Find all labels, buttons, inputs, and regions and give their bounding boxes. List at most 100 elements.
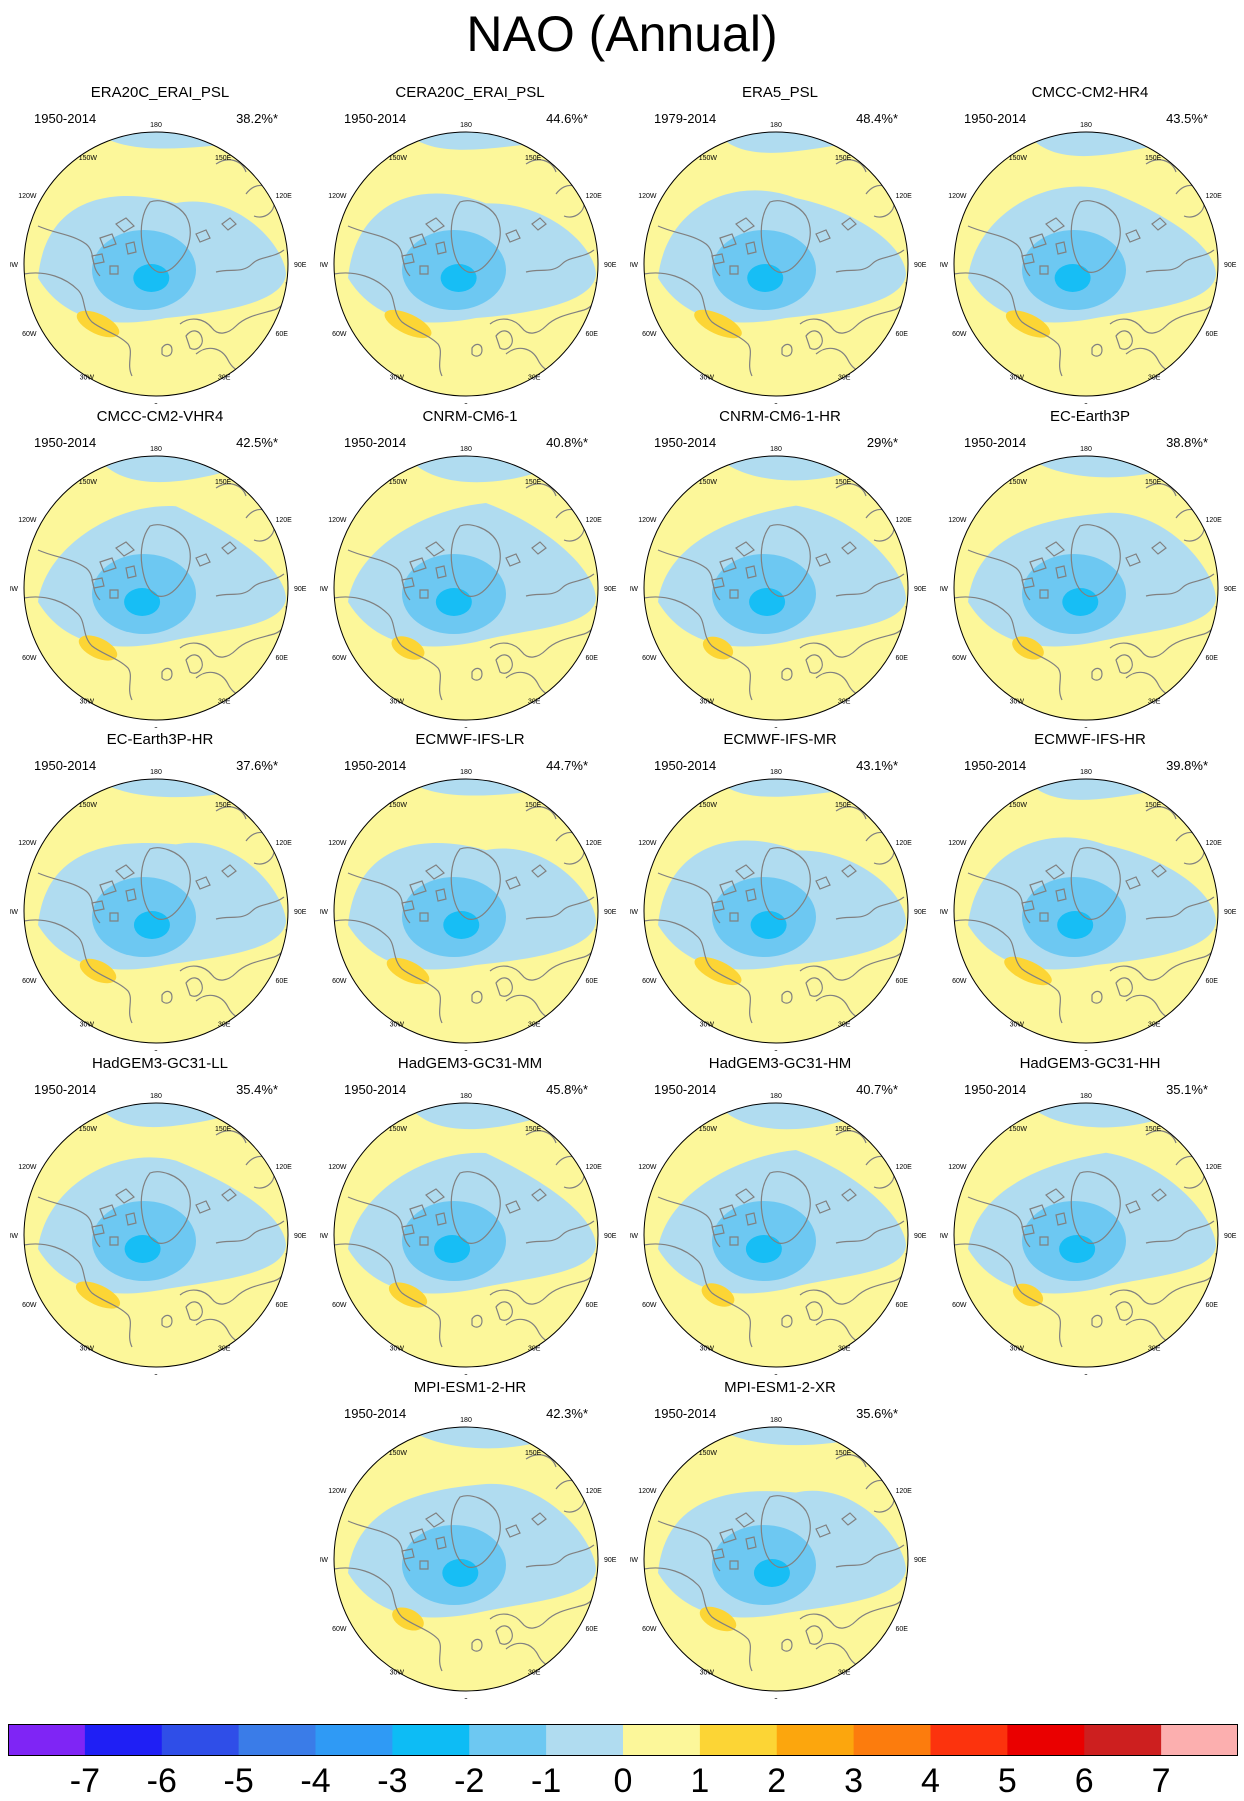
longitude-label: 60E	[276, 978, 289, 985]
longitude-label: 90W	[320, 909, 328, 916]
longitude-label: 150E	[215, 479, 232, 486]
longitude-label: 30W	[700, 1021, 715, 1028]
longitude-label: 0	[154, 1374, 158, 1375]
colorbar-tick-label: 7	[1151, 1762, 1171, 1800]
longitude-label: 150E	[1145, 1126, 1162, 1133]
longitude-label: 30W	[80, 698, 95, 705]
map-field	[954, 1103, 1218, 1367]
longitude-label: 60W	[332, 655, 347, 662]
panel-title: CNRM-CM6-1-HR	[719, 408, 841, 425]
longitude-label: 120W	[638, 1488, 657, 1495]
field-center-negative	[747, 264, 784, 292]
longitude-label: 150E	[1145, 479, 1162, 486]
longitude-label: 150W	[1009, 802, 1028, 809]
longitude-label: 90W	[630, 262, 638, 269]
longitude-label: 180	[150, 769, 162, 776]
map-boundary	[333, 455, 599, 721]
map-panel: 180 0 150E 150W 120E 120W 90E 90W 60E 60W 30E 30W MP…	[630, 1379, 930, 1699]
longitude-label: 90E	[604, 586, 617, 593]
polar-map: 180 0 150E 150W 120E 120W 90E 90W 60E 60W 30E 30W	[630, 1093, 927, 1375]
longitude-label: 90W	[320, 1557, 328, 1564]
longitude-label: 30W	[700, 374, 715, 381]
longitude-label: 120E	[896, 1488, 913, 1495]
longitude-label: 150E	[525, 479, 542, 486]
longitude-label: 0	[464, 1698, 468, 1699]
colorbar-labels: -7 -6 -5 -4 -3 -2 -1 0 1 2 3 4 5 6 7	[0, 1762, 1244, 1800]
longitude-label: 150E	[835, 802, 852, 809]
longitude-label: 0	[774, 1374, 778, 1375]
longitude-label: 120E	[276, 1164, 293, 1171]
longitude-label: 120E	[276, 517, 293, 524]
map-field	[644, 1427, 908, 1691]
longitude-label: 60W	[642, 978, 657, 985]
field-center-negative	[750, 911, 787, 939]
longitude-label: 60E	[586, 655, 599, 662]
longitude-label: 150E	[1145, 155, 1162, 162]
field-center-negative	[745, 1235, 782, 1263]
longitude-label: 120W	[948, 193, 967, 200]
panel-explained-variance: 44.6%*	[546, 111, 588, 126]
field-center-negative	[133, 264, 170, 292]
longitude-label: 30W	[390, 1021, 405, 1028]
longitude-label: 120E	[1206, 840, 1223, 847]
longitude-label: 30E	[1148, 374, 1161, 381]
longitude-label: 30E	[528, 1021, 541, 1028]
longitude-label: 120E	[586, 1488, 603, 1495]
longitude-label: 30W	[390, 698, 405, 705]
polar-map: 180 0 150E 150W 120E 120W 90E 90W 60E 60W 30E 30W	[10, 122, 307, 404]
map-field	[24, 779, 288, 1043]
field-center-negative	[124, 1235, 161, 1263]
longitude-label: 0	[1084, 1374, 1088, 1375]
longitude-label: 150E	[215, 802, 232, 809]
longitude-label: 90E	[914, 262, 927, 269]
colorbar-tick-label: 3	[844, 1762, 864, 1800]
coastlines	[954, 483, 1218, 701]
longitude-label: 0	[154, 1050, 158, 1051]
colorbar-swatch	[84, 1724, 163, 1756]
panel-explained-variance: 39.8%*	[1166, 758, 1208, 773]
longitude-label: 60E	[276, 655, 289, 662]
field-center-negative	[749, 588, 786, 616]
longitude-label: 0	[774, 1698, 778, 1699]
panel-period: 1950-2014	[964, 435, 1027, 450]
longitude-label: 60E	[1206, 655, 1219, 662]
colorbar-tick-label: 1	[690, 1762, 710, 1800]
map-field	[334, 779, 598, 1043]
map-boundary	[643, 1102, 909, 1368]
panel-explained-variance: 42.5%*	[236, 435, 278, 450]
longitude-label: 150W	[79, 1126, 98, 1133]
longitude-label: 30W	[1010, 698, 1025, 705]
longitude-label: 0	[154, 403, 158, 404]
polar-map: 180 0 150E 150W 120E 120W 90E 90W 60E 60W 30E 30W	[630, 769, 927, 1051]
map-boundary	[643, 1426, 909, 1692]
map-boundary	[333, 1102, 599, 1368]
field-center-negative	[124, 588, 161, 616]
colorbar-tick-label: -1	[531, 1762, 562, 1800]
panel-title: EC-Earth3P	[1049, 408, 1131, 425]
longitude-label: 60E	[586, 978, 599, 985]
longitude-label: 60W	[332, 1626, 347, 1633]
longitude-label: 30E	[528, 1345, 541, 1352]
longitude-label: 30W	[390, 1669, 405, 1676]
longitude-label: 90W	[10, 1233, 18, 1240]
longitude-label: 120E	[1206, 1164, 1223, 1171]
panel-period: 1950-2014	[344, 1406, 407, 1421]
polar-map: 180 0 150E 150W 120E 120W 90E 90W 60E 60W 30E 30W	[10, 769, 307, 1051]
map-boundary	[23, 455, 289, 721]
longitude-label: 150W	[389, 1126, 408, 1133]
longitude-label: 0	[1084, 403, 1088, 404]
colorbar-swatch	[853, 1724, 932, 1756]
panel-period: 1950-2014	[344, 1082, 407, 1097]
longitude-label: 60W	[952, 655, 967, 662]
longitude-label: 60W	[22, 1302, 37, 1309]
longitude-label: 90W	[10, 586, 18, 593]
longitude-label: 60E	[1206, 978, 1219, 985]
longitude-label: 120W	[948, 517, 967, 524]
field-center-negative	[133, 911, 170, 939]
polar-map: 180 0 150E 150W 120E 120W 90E 90W 60E 60W 30E 30W	[320, 769, 617, 1051]
map-boundary	[953, 778, 1219, 1044]
longitude-label: 90E	[914, 1557, 927, 1564]
longitude-label: 30E	[218, 698, 231, 705]
polar-map: 180 0 150E 150W 120E 120W 90E 90W 60E 60W 30E 30W	[630, 1417, 927, 1699]
longitude-label: 30W	[700, 698, 715, 705]
